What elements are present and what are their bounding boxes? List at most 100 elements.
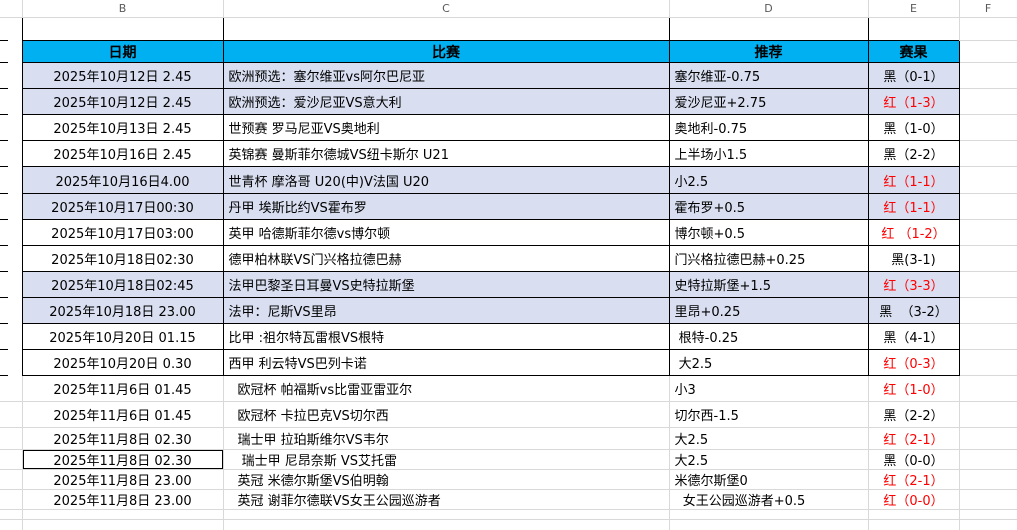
column-header-c[interactable]: C — [223, 0, 670, 18]
gutter-cell[interactable] — [8, 272, 22, 298]
cell-date[interactable]: 2025年10月12日 2.45 — [21, 62, 224, 89]
cell-date[interactable]: 2025年10月16日4.00 — [21, 166, 224, 194]
cell-tip[interactable]: 切尔西-1.5 — [669, 401, 869, 428]
cell-tip[interactable]: 里昂+0.25 — [668, 297, 869, 324]
empty-cell[interactable] — [223, 509, 670, 520]
cell-result[interactable]: 红 （1-2） — [867, 219, 960, 246]
cell-tip[interactable]: 爱沙尼亚+2.75 — [668, 88, 869, 115]
cell-date-selected[interactable]: 2025年11月8日 02.30 — [22, 449, 224, 470]
gutter-cell[interactable] — [8, 220, 22, 246]
empty-cell[interactable] — [959, 166, 1017, 194]
empty-cell[interactable] — [959, 375, 1017, 402]
cell-tip[interactable]: 博尔顿+0.5 — [668, 219, 869, 246]
rowstub-cell[interactable] — [0, 193, 8, 220]
cell-match[interactable]: 欧洲预选：爱沙尼亚VS意大利 — [222, 88, 670, 115]
cell-date[interactable]: 2025年10月16日 2.45 — [21, 140, 224, 167]
empty-cell[interactable] — [868, 509, 960, 520]
empty-cell[interactable] — [959, 17, 1017, 41]
cell-match[interactable]: 法甲：尼斯VS里昂 — [222, 297, 670, 324]
cell-result[interactable]: 黑（0-0） — [868, 449, 960, 470]
cell-result[interactable]: 红（3-3） — [867, 271, 960, 298]
empty-cell[interactable] — [959, 219, 1017, 246]
rowstub-cell[interactable] — [0, 62, 8, 89]
rowstub-cell[interactable] — [0, 349, 8, 376]
empty-cell[interactable] — [959, 469, 1017, 490]
empty-cell[interactable] — [959, 245, 1017, 272]
gutter-cell[interactable] — [8, 324, 22, 350]
cell-date[interactable]: 2025年10月20日 01.15 — [21, 323, 224, 350]
cell-date[interactable]: 2025年10月18日02:45 — [21, 271, 224, 298]
gutter-cell[interactable] — [8, 350, 22, 376]
empty-cell[interactable] — [959, 519, 1017, 530]
cell-tip[interactable]: 大2.5 — [669, 449, 869, 470]
empty-cell[interactable] — [21, 17, 224, 41]
cell-match[interactable]: 英冠 米德尔斯堡VS伯明翰 — [223, 469, 670, 490]
cell-match[interactable]: 世预赛 罗马尼亚VS奥地利 — [222, 114, 670, 141]
empty-cell[interactable] — [22, 519, 224, 530]
cell-tip[interactable]: 大2.5 — [668, 349, 869, 376]
cell-date[interactable]: 2025年11月8日 23.00 — [22, 489, 224, 510]
rowstub-cell[interactable] — [0, 323, 8, 350]
rowstub-cell[interactable] — [0, 40, 8, 63]
cell-result[interactable]: 红（0-0） — [868, 489, 960, 510]
cell-match[interactable]: 德甲柏林联VS门兴格拉德巴赫 — [222, 245, 670, 272]
cell-result[interactable]: 黑（2-2） — [867, 140, 960, 167]
cell-tip[interactable]: 门兴格拉德巴赫+0.25 — [668, 245, 869, 272]
empty-cell[interactable] — [223, 519, 670, 530]
cell-date[interactable]: 2025年10月18日02:30 — [21, 245, 224, 272]
cell-date[interactable]: 2025年10月17日03:00 — [21, 219, 224, 246]
empty-cell[interactable] — [959, 297, 1017, 324]
column-header-f[interactable]: F — [959, 0, 1017, 18]
table-header-match[interactable]: 比赛 — [222, 40, 670, 63]
empty-cell[interactable] — [223, 17, 670, 41]
gutter-cell[interactable] — [0, 469, 23, 490]
cell-date[interactable]: 2025年11月8日 02.30 — [22, 427, 224, 450]
gutter-cell[interactable] — [8, 115, 22, 141]
cell-match[interactable]: 瑞士甲 尼昂奈斯 VS艾托雷 — [223, 449, 670, 470]
empty-cell[interactable] — [959, 114, 1017, 141]
gutter-cell[interactable] — [0, 427, 23, 450]
empty-cell[interactable] — [868, 519, 960, 530]
empty-cell[interactable] — [959, 489, 1017, 510]
cell-date[interactable]: 2025年10月17日00:30 — [21, 193, 224, 220]
cell-result[interactable]: 黑（0-1） — [867, 62, 960, 89]
cell-result[interactable]: 黑（4-1） — [867, 323, 960, 350]
cell-match[interactable]: 英冠 谢菲尔德联VS女王公园巡游者 — [223, 489, 670, 510]
cell-result[interactable]: 红（2-1） — [868, 427, 960, 450]
cell-date[interactable]: 2025年10月18日 23.00 — [21, 297, 224, 324]
cell-match[interactable]: 丹甲 埃斯比约VS霍布罗 — [222, 193, 670, 220]
cell-match[interactable]: 欧冠杯 卡拉巴克VS切尔西 — [223, 401, 670, 428]
empty-cell[interactable] — [0, 18, 22, 41]
empty-cell[interactable] — [959, 140, 1017, 167]
cell-match[interactable]: 英甲 哈德斯菲尔德vs博尔顿 — [222, 219, 670, 246]
table-header-tip[interactable]: 推荐 — [668, 40, 869, 63]
cell-tip[interactable]: 塞尔维亚-0.75 — [668, 62, 869, 89]
empty-cell[interactable] — [0, 519, 23, 530]
gutter-cell[interactable] — [8, 41, 22, 63]
rowstub-cell[interactable] — [0, 297, 8, 324]
empty-cell[interactable] — [669, 17, 869, 41]
gutter-cell[interactable] — [8, 298, 22, 324]
table-header-result[interactable]: 赛果 — [867, 40, 960, 63]
gutter-cell[interactable] — [8, 167, 22, 194]
cell-tip[interactable]: 根特-0.25 — [668, 323, 869, 350]
gutter-cell[interactable] — [0, 489, 23, 510]
cell-result[interactable]: 黑（1-0） — [867, 114, 960, 141]
cell-tip[interactable]: 上半场小1.5 — [668, 140, 869, 167]
cell-date[interactable]: 2025年10月13日 2.45 — [21, 114, 224, 141]
empty-cell[interactable] — [22, 509, 224, 520]
column-header-a[interactable] — [0, 0, 23, 18]
cell-result[interactable]: 黑 （3-2） — [867, 297, 960, 324]
gutter-cell[interactable] — [8, 246, 22, 272]
empty-cell[interactable] — [669, 509, 869, 520]
gutter-cell[interactable] — [0, 375, 23, 402]
cell-date[interactable]: 2025年11月8日 23.00 — [22, 469, 224, 490]
cell-match[interactable]: 世青杯 摩洛哥 U20(中)V法国 U20 — [222, 166, 670, 194]
cell-date[interactable]: 2025年11月6日 01.45 — [22, 375, 224, 402]
empty-cell[interactable] — [0, 509, 23, 520]
gutter-cell[interactable] — [8, 194, 22, 220]
cell-tip[interactable]: 霍布罗+0.5 — [668, 193, 869, 220]
cell-match[interactable]: 西甲 利云特VS巴列卡诺 — [222, 349, 670, 376]
gutter-cell[interactable] — [0, 401, 23, 428]
gutter-cell[interactable] — [8, 89, 22, 115]
